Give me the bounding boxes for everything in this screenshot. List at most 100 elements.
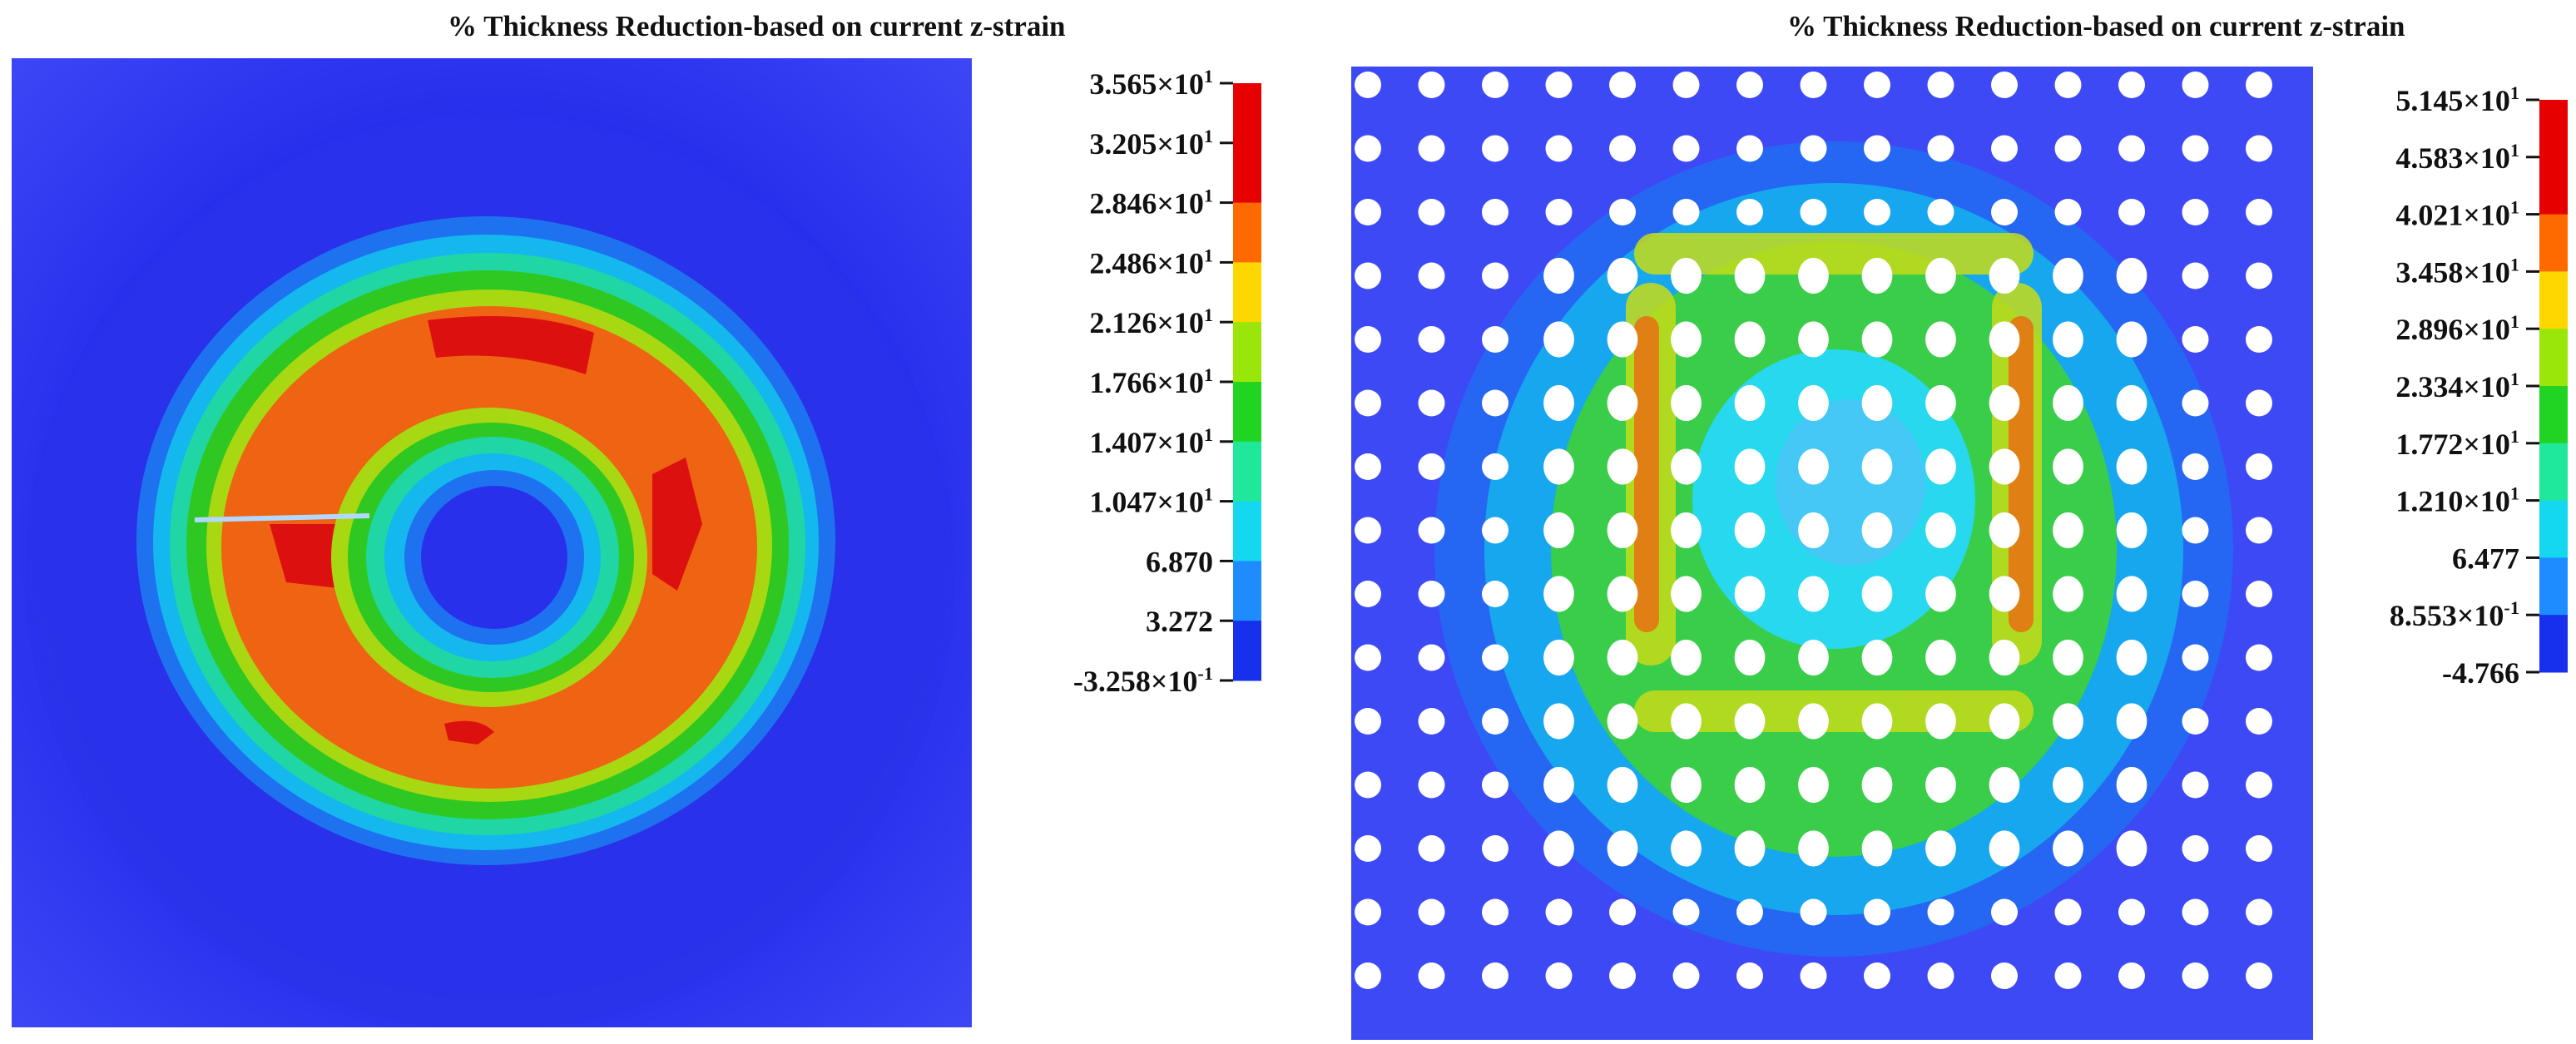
perforation-hole — [1355, 962, 1381, 989]
perforation-hole — [1800, 72, 1827, 98]
perforation-hole — [1989, 830, 2020, 867]
legend-label: 3.565×101 — [1089, 66, 1213, 101]
legend-label: 8.553×10-1 — [2390, 597, 2519, 632]
perforation-hole — [1609, 898, 1636, 926]
perforation-hole — [2246, 262, 2272, 289]
legend-color-segment — [2539, 329, 2568, 387]
perforation-hole — [1607, 257, 1638, 294]
perforation-hole — [1609, 199, 1636, 225]
perforation-hole — [2246, 389, 2272, 417]
perforation-hole — [1482, 453, 1508, 480]
perforation-hole — [1671, 576, 1702, 612]
perforation-hole — [2053, 766, 2083, 804]
perforation-hole — [1736, 898, 1763, 926]
perforation-hole — [2182, 72, 2209, 98]
left-title: % Thickness Reduction-based on current z… — [448, 10, 1066, 42]
perforation-hole — [1355, 644, 1381, 671]
perforation-hole — [1925, 766, 1956, 804]
legend-label: 4.583×101 — [2395, 140, 2519, 175]
legend-label: 2.126×101 — [1089, 304, 1213, 339]
perforation-hole — [1482, 835, 1508, 862]
perforation-hole — [1543, 384, 1574, 422]
perforation-hole — [1798, 384, 1829, 422]
perforation-hole — [1418, 898, 1445, 926]
perforation-hole — [1925, 639, 1956, 676]
perforation-hole — [1864, 135, 1890, 162]
perforation-hole — [1543, 830, 1574, 867]
perforation-hole — [1545, 135, 1573, 162]
perforation-hole — [1736, 135, 1763, 162]
perforation-hole — [1418, 517, 1445, 544]
legend-label: 3.272 — [1146, 605, 1213, 638]
perforation-hole — [1864, 962, 1890, 989]
perforation-hole — [1418, 708, 1445, 735]
perforation-hole — [1672, 135, 1700, 162]
perforation-hole — [2054, 135, 2082, 162]
perforation-hole — [2054, 199, 2082, 225]
perforation-hole — [1671, 321, 1702, 358]
perforation-hole — [2116, 830, 2147, 867]
perforation-hole — [1355, 898, 1381, 926]
perforation-hole — [1418, 135, 1445, 162]
perforation-hole — [1734, 512, 1766, 549]
perforation-hole — [2118, 962, 2145, 989]
perforation-hole — [1798, 512, 1829, 549]
perforation-hole — [1800, 199, 1827, 225]
perforation-hole — [2246, 581, 2272, 607]
perforation-hole — [1418, 771, 1445, 799]
legend-label: 1.210×101 — [2395, 483, 2519, 518]
perforation-hole — [1355, 135, 1381, 162]
perforation-hole — [1989, 639, 2020, 676]
right-title: % Thickness Reduction-based on current z… — [1787, 10, 2405, 42]
perforation-hole — [2116, 448, 2147, 485]
perforation-hole — [2118, 898, 2145, 926]
perforation-hole — [1671, 703, 1702, 740]
perforation-hole — [1482, 771, 1508, 799]
perforation-hole — [1798, 576, 1829, 612]
perforation-hole — [1991, 962, 2018, 989]
perforation-hole — [2053, 512, 2083, 549]
perforation-hole — [2053, 384, 2083, 422]
perforation-hole — [1991, 135, 2018, 162]
perforation-hole — [1798, 639, 1829, 676]
perforation-hole — [2053, 576, 2083, 612]
perforation-hole — [1861, 384, 1893, 422]
perforation-hole — [1991, 898, 2018, 926]
legend-color-segment — [1233, 621, 1261, 681]
perforation-hole — [2116, 576, 2147, 612]
perforation-hole — [2054, 898, 2082, 926]
perforation-hole — [1418, 326, 1445, 353]
perforation-hole — [1671, 448, 1702, 485]
perforation-hole — [2116, 639, 2147, 676]
perforation-hole — [1672, 898, 1700, 926]
perforation-hole — [1543, 576, 1574, 612]
perforation-hole — [1355, 72, 1381, 98]
perforation-hole — [1482, 581, 1508, 607]
perforation-hole — [1864, 72, 1890, 98]
perforation-hole — [1925, 384, 1956, 422]
perforation-hole — [1736, 962, 1763, 989]
perforation-hole — [1355, 708, 1381, 735]
left-panel: % Thickness Reduction-based on current z… — [12, 10, 1261, 1027]
perforation-hole — [2182, 581, 2209, 607]
perforation-hole — [2182, 962, 2209, 989]
legend-label: 2.896×101 — [2395, 311, 2519, 346]
perforation-hole — [2118, 135, 2145, 162]
perforation-hole — [1607, 766, 1638, 804]
perforation-hole — [2118, 72, 2145, 98]
legend-label: -3.258×10-1 — [1073, 663, 1213, 698]
perforation-hole — [1800, 962, 1827, 989]
perforation-hole — [1861, 639, 1893, 676]
right-legend: 5.145×101 4.583×101 4.021×101 3.458×101 2.89… — [2390, 82, 2568, 690]
perforation-hole — [2053, 703, 2083, 740]
perforation-hole — [1798, 448, 1829, 485]
perforation-hole — [1418, 72, 1445, 98]
perforation-hole — [1798, 321, 1829, 358]
perforation-hole — [1607, 321, 1638, 358]
legend-color-segment — [1233, 561, 1261, 621]
perforation-hole — [2053, 830, 2083, 867]
perforation-hole — [2116, 321, 2147, 358]
perforation-hole — [1543, 257, 1574, 294]
perforation-hole — [1482, 708, 1508, 735]
perforation-hole — [1991, 199, 2018, 225]
